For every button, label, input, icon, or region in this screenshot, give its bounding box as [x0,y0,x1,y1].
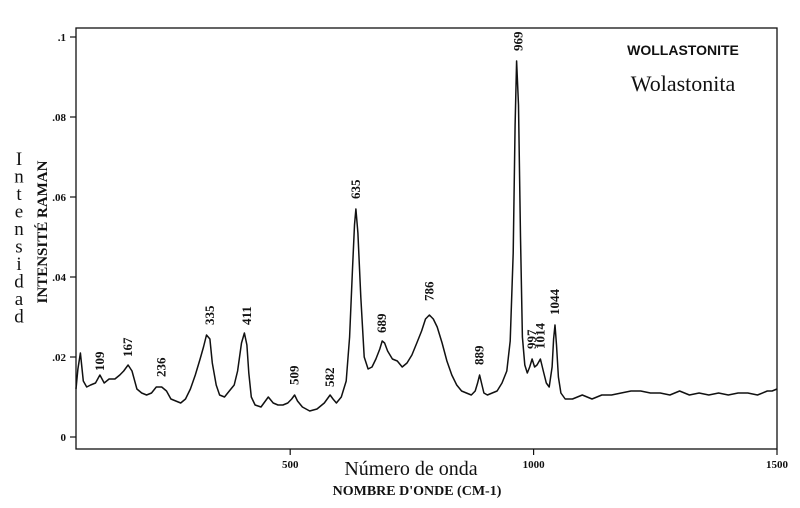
peak-label: 969 [511,31,526,51]
y-tick-label: .06 [52,192,66,204]
y-tick-label: .1 [58,32,66,44]
peak-label: 889 [472,345,487,365]
peak-label: 1044 [547,289,562,316]
peak-label: 109 [92,351,107,371]
peak-label: 167 [120,337,135,357]
peak-label: 786 [421,281,436,301]
peak-label: 335 [202,305,217,325]
peak-label: 509 [287,365,302,385]
chart-subtitle: Wolastonita [631,71,736,96]
y-axis: 0 .02 .04 .06 .08 .1 [52,32,76,444]
peak-label: 236 [154,357,169,377]
x-axis: 500 1000 1500 [282,449,789,471]
y-tick-label: 0 [61,432,67,444]
x-axis-label-secondary: NOMBRE D'ONDE (CM-1) [333,484,502,499]
x-tick-label: 500 [282,459,299,471]
peak-label: 997 [524,329,539,349]
y-axis-label: INTENSITÉ RAMAN [34,160,51,303]
y-tick-label: .08 [52,112,66,124]
peak-label: 411 [239,306,254,325]
x-tick-label: 1000 [523,459,546,471]
x-tick-label: 1500 [766,459,789,471]
y-tick-label: .02 [52,352,66,364]
peak-label: 582 [322,368,337,388]
x-axis-label: Número de onda [344,458,477,480]
y-tick-label: .04 [52,272,66,284]
plot-frame [75,27,778,450]
peak-label: 635 [348,179,363,199]
series-line [75,60,778,412]
chart-title: WOLLASTONITE [627,42,739,58]
peak-label: 1014 [532,323,547,350]
peak-label: 689 [374,313,389,333]
